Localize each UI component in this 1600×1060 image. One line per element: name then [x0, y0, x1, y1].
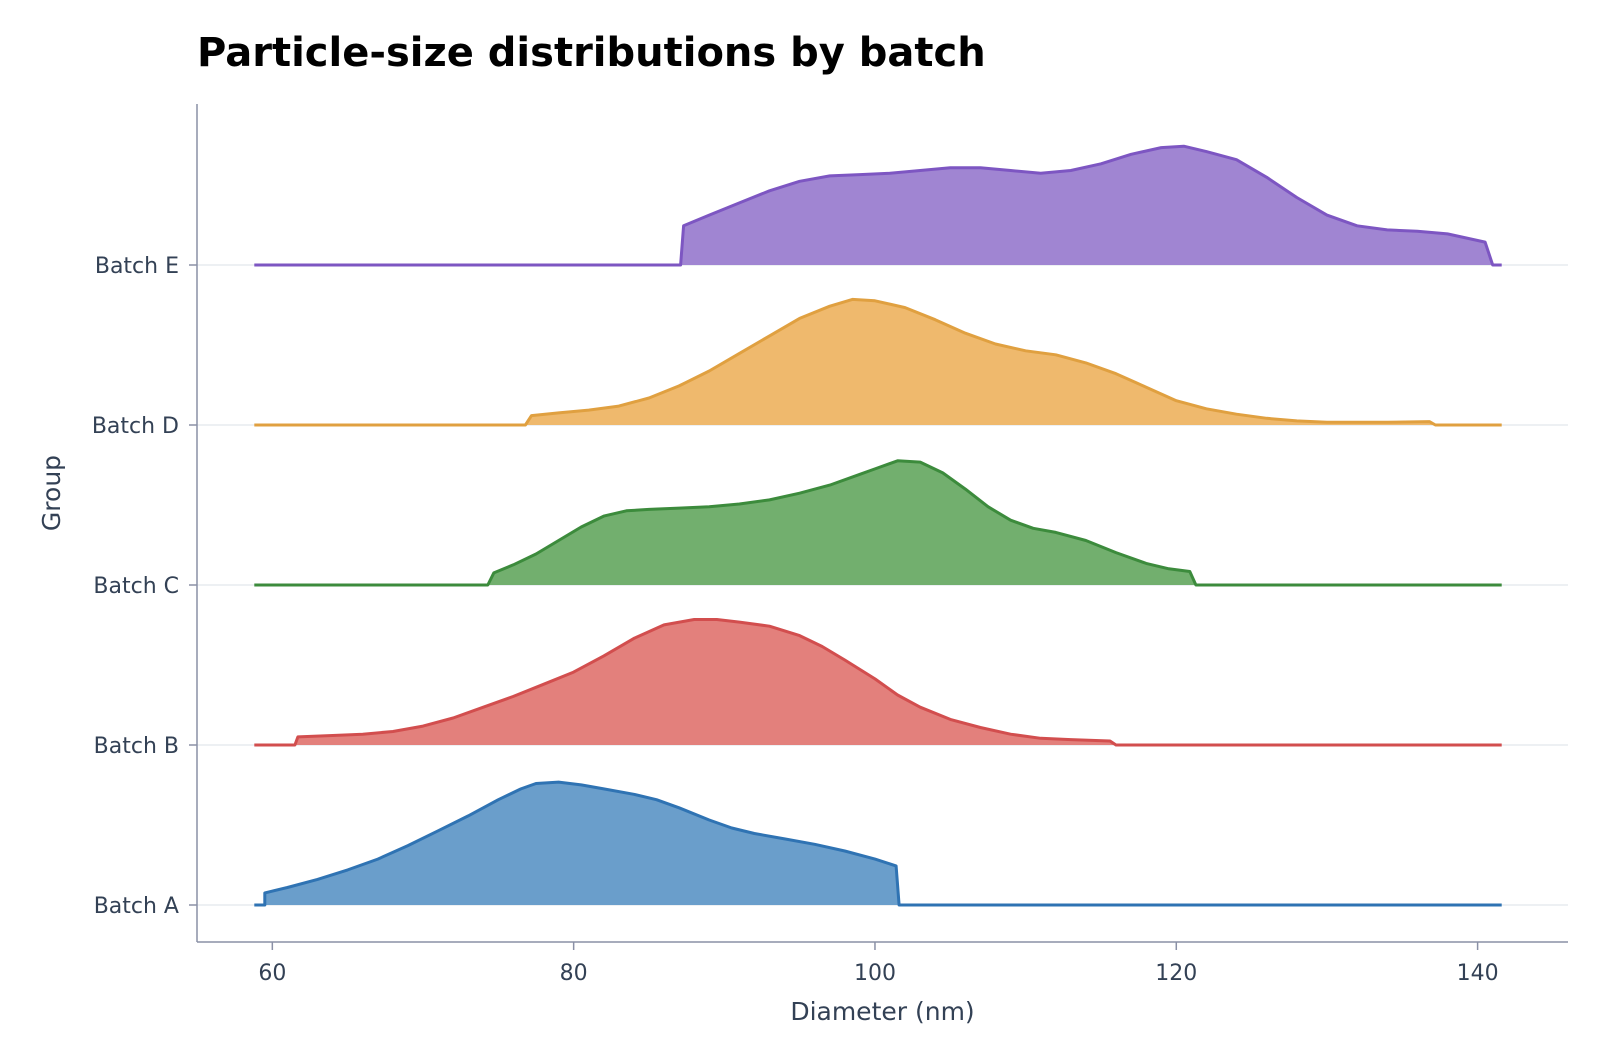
ridge-series-group: [254, 144, 1502, 907]
x-tick-label: 140: [1457, 961, 1499, 986]
ridge-line-batch-c: [254, 459, 1502, 587]
ridge-line-batch-e: [254, 144, 1502, 267]
y-tick-label: Batch D: [92, 414, 179, 439]
ridge-line-batch-b: [254, 618, 1502, 747]
ridge-area-batch-c: [487, 460, 1196, 585]
ridge-area-batch-b: [294, 619, 1116, 745]
x-tick-label: 120: [1155, 961, 1197, 986]
y-axis-label: Group: [37, 455, 66, 531]
ridge-area-batch-a: [264, 782, 900, 905]
ridge-line-batch-a: [254, 780, 1502, 907]
x-tick-label: 100: [854, 961, 896, 986]
axes: [196, 104, 1568, 943]
y-tick-label: Batch C: [93, 574, 179, 599]
x-tick-label: 80: [560, 961, 588, 986]
chart-title: Particle-size distributions by batch: [197, 30, 986, 76]
ridge-area-batch-e: [680, 146, 1493, 265]
x-axis-label: Diameter (nm): [790, 997, 974, 1026]
y-tick-label: Batch E: [95, 254, 179, 279]
ridge-line-batch-d: [254, 297, 1502, 427]
y-tick-label: Batch A: [94, 894, 179, 919]
y-axis-ticks: Batch E Batch D Batch C Batch B Batch A: [92, 254, 197, 919]
x-tick-label: 60: [258, 961, 286, 986]
y-tick-label: Batch B: [94, 734, 179, 759]
ridge-area-batch-d: [525, 299, 1436, 425]
x-axis-ticks: 60 80 100 120 140: [258, 942, 1499, 986]
